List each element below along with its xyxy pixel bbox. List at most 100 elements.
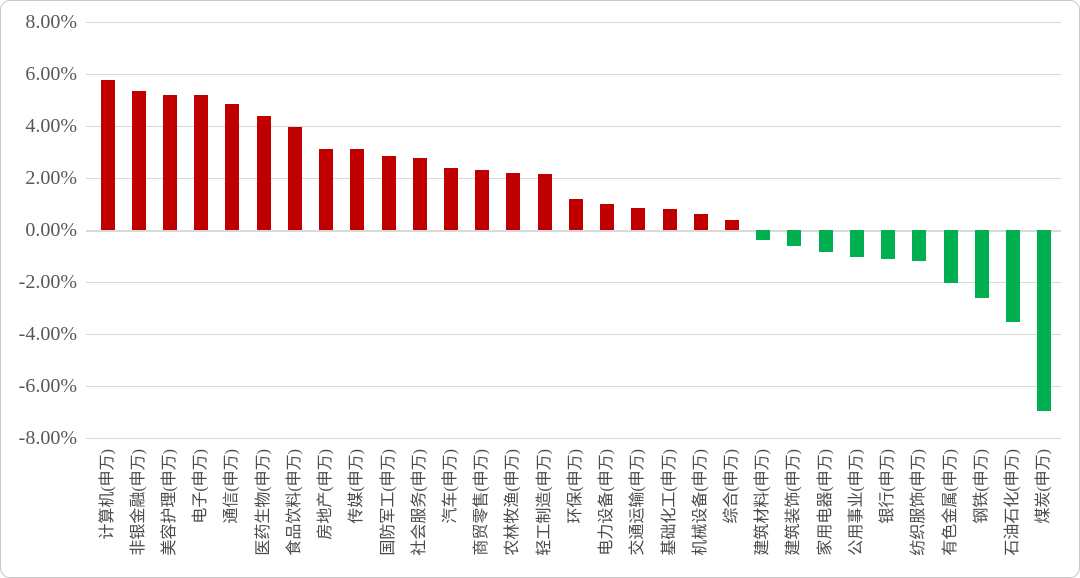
bar-slot: [529, 22, 560, 438]
bar: [881, 230, 896, 259]
bar-slot: [716, 22, 747, 438]
bar-slot: [779, 22, 810, 438]
bar: [381, 156, 396, 230]
x-axis-label-slot: 食品饮料(申万): [279, 445, 310, 577]
bar-slot: [123, 22, 154, 438]
gridline: [86, 22, 1061, 23]
x-axis-label-slot: 电力设备(申万): [592, 445, 623, 577]
x-axis-category-label: 房地产(申万): [317, 448, 335, 540]
x-axis-category-label: 建筑材料(申万): [754, 448, 772, 556]
bar: [912, 230, 927, 261]
y-axis-tick-label: 0.00%: [25, 219, 77, 241]
x-axis-category-label: 农林牧渔(申万): [504, 448, 522, 556]
y-axis-tick-label: 2.00%: [25, 167, 77, 189]
x-axis-category-label: 综合(申万): [722, 448, 740, 524]
x-axis-category-label: 煤炭(申万): [1035, 448, 1053, 524]
bar: [568, 199, 583, 230]
x-axis-label-slot: 基础化工(申万): [654, 445, 685, 577]
x-axis-category-label: 公用事业(申万): [847, 448, 865, 556]
bar-slot: [498, 22, 529, 438]
bar-slot: [810, 22, 841, 438]
bar-slot: [154, 22, 185, 438]
x-axis-category-label: 传媒(申万): [348, 448, 366, 524]
x-axis-category-label: 计算机(申万): [98, 448, 116, 540]
bar-slot: [872, 22, 903, 438]
bar-slot: [560, 22, 591, 438]
bar: [787, 230, 802, 246]
bar: [943, 230, 958, 283]
x-axis-label-slot: 银行(申万): [872, 445, 903, 577]
bar: [287, 127, 302, 230]
x-axis-label-slot: 非银金融(申万): [123, 445, 154, 577]
gridline: [86, 126, 1061, 127]
x-axis-category-label: 环保(申万): [566, 448, 584, 524]
bar-slot: [654, 22, 685, 438]
x-axis-label-slot: 纺织服饰(申万): [904, 445, 935, 577]
x-axis-category-labels: 计算机(申万) 非银金融(申万) 美容护理(申万) 电子(申万) 通信(申万) 医药生物(…: [92, 445, 1060, 577]
bar: [974, 230, 989, 298]
x-axis-category-label: 国防军工(申万): [379, 448, 397, 556]
y-axis-tick-label: -4.00%: [18, 323, 77, 345]
bar: [100, 80, 115, 230]
bar: [693, 214, 708, 230]
x-axis-label-slot: 农林牧渔(申万): [498, 445, 529, 577]
x-axis-label-slot: 家用电器(申万): [810, 445, 841, 577]
bar: [1005, 230, 1020, 322]
bar: [194, 95, 209, 230]
bar-slot: [217, 22, 248, 438]
x-axis-category-label: 建筑装饰(申万): [785, 448, 803, 556]
x-axis-category-label: 美容护理(申万): [161, 448, 179, 556]
bar-slot: [685, 22, 716, 438]
bar: [631, 208, 646, 230]
bar: [849, 230, 864, 257]
bar: [225, 104, 240, 230]
bar: [537, 174, 552, 230]
gridline: [86, 74, 1061, 75]
bar-slot: [279, 22, 310, 438]
x-axis-label-slot: 机械设备(申万): [685, 445, 716, 577]
bar: [444, 168, 459, 230]
gridline: [86, 178, 1061, 179]
x-axis-category-label: 非银金融(申万): [129, 448, 147, 556]
x-axis-category-label: 汽车(申万): [442, 448, 460, 524]
x-axis-category-label: 基础化工(申万): [660, 448, 678, 556]
bar: [506, 173, 521, 230]
gridline: [86, 334, 1061, 335]
bar-slot: [311, 22, 342, 438]
bar: [475, 170, 490, 230]
bar-slot: [467, 22, 498, 438]
x-axis-category-label: 轻工制造(申万): [535, 448, 553, 556]
x-axis-category-label: 社会服务(申万): [410, 448, 428, 556]
x-axis-category-label: 通信(申万): [223, 448, 241, 524]
bar: [163, 95, 178, 230]
bar: [818, 230, 833, 252]
bar: [319, 149, 334, 230]
x-axis-label-slot: 建筑材料(申万): [748, 445, 779, 577]
x-axis-category-label: 有色金属(申万): [941, 448, 959, 556]
x-axis-category-label: 纺织服饰(申万): [910, 448, 928, 556]
gridline: [86, 386, 1061, 387]
x-axis-category-label: 食品饮料(申万): [285, 448, 303, 556]
bar-slot: [342, 22, 373, 438]
bar-slot: [404, 22, 435, 438]
x-axis-category-label: 电子(申万): [192, 448, 210, 524]
x-axis-label-slot: 商贸零售(申万): [467, 445, 498, 577]
x-axis-label-slot: 通信(申万): [217, 445, 248, 577]
x-axis-category-label: 电力设备(申万): [598, 448, 616, 556]
bar: [600, 204, 615, 230]
bar-series: [92, 22, 1060, 438]
y-axis-tick-label: -2.00%: [18, 271, 77, 293]
bar-slot: [92, 22, 123, 438]
x-axis-category-label: 机械设备(申万): [691, 448, 709, 556]
x-axis-category-label: 钢铁(申万): [972, 448, 990, 524]
bar: [256, 116, 271, 230]
x-axis-category-label: 医药生物(申万): [254, 448, 272, 556]
gridline: [86, 438, 1061, 439]
bar-slot: [592, 22, 623, 438]
x-axis-label-slot: 轻工制造(申万): [529, 445, 560, 577]
bar: [412, 158, 427, 230]
x-axis-category-label: 交通运输(申万): [629, 448, 647, 556]
gridline: [86, 230, 1061, 232]
bar-slot: [841, 22, 872, 438]
x-axis-label-slot: 传媒(申万): [342, 445, 373, 577]
